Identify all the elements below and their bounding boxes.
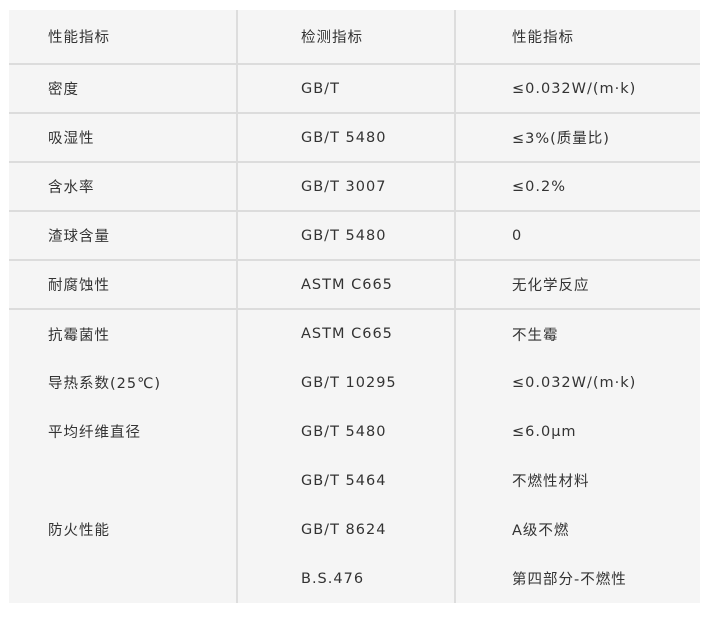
standard-cell: B.S.476 bbox=[237, 554, 456, 603]
standard-cell: GB/T 10295 bbox=[237, 358, 456, 407]
property-cell: 导热系数(25℃) bbox=[9, 358, 238, 407]
standard-cell: GB/T 8624 bbox=[237, 505, 456, 554]
property-cell: 抗霉菌性 bbox=[9, 309, 238, 358]
property-cell: 渣球含量 bbox=[9, 211, 238, 261]
value-cell: ≤6.0μm bbox=[512, 423, 577, 440]
property-cell: 密度 bbox=[9, 64, 238, 114]
table-row: 密度 GB/T ≤0.032W/(m·k) bbox=[9, 64, 700, 114]
value-cell: ≤0.032W/(m·k) bbox=[455, 64, 700, 114]
standard-cell: ASTM C665 bbox=[237, 260, 456, 310]
value-cell: 0 bbox=[455, 211, 700, 261]
property-cell: 平均纤维直径 bbox=[9, 407, 238, 456]
standard-cell: ASTM C665 bbox=[237, 309, 456, 358]
property-cell: 吸湿性 bbox=[9, 113, 238, 163]
standard-cell: GB/T 5464 bbox=[237, 456, 456, 505]
table-row: GB/T 8624 A级不燃 bbox=[9, 505, 700, 554]
value-cell: 第四部分-不燃性 bbox=[512, 572, 627, 588]
table-row: 平均纤维直径 GB/T 5480 ≤6.0μm bbox=[9, 407, 700, 456]
standard-cell: GB/T 5480 bbox=[237, 407, 456, 456]
value-cell: 不燃性材料 bbox=[512, 474, 590, 490]
header-cell: 性能指标 bbox=[9, 10, 238, 65]
table-row: 抗霉菌性 ASTM C665 不生霉 bbox=[9, 309, 700, 358]
table-row: 耐腐蚀性 ASTM C665 无化学反应 bbox=[9, 260, 700, 310]
value-cell: 不生霉 bbox=[512, 327, 559, 344]
header-cell: 检测指标 bbox=[237, 10, 456, 65]
property-cell-fire: 防火性能 bbox=[9, 456, 238, 603]
standard-cell: GB/T bbox=[237, 64, 456, 114]
table-row: 渣球含量 GB/T 5480 0 bbox=[9, 211, 700, 261]
standard-cell: GB/T 3007 bbox=[237, 162, 456, 212]
table-row: 含水率 GB/T 3007 ≤0.2% bbox=[9, 162, 700, 212]
standard-cell: GB/T 5480 bbox=[237, 113, 456, 163]
table-header-row: 性能指标 检测指标 性能指标 bbox=[9, 10, 700, 65]
standard-cell: GB/T 5480 bbox=[237, 211, 456, 261]
value-cell: ≤0.2% bbox=[455, 162, 700, 212]
table-row: 导热系数(25℃) GB/T 10295 ≤0.032W/(m·k) bbox=[9, 358, 700, 407]
table-row: 防火性能 GB/T 5464 不燃性材料 bbox=[9, 456, 700, 603]
value-cell: ≤0.032W/(m·k) bbox=[512, 374, 637, 391]
value-cell: 无化学反应 bbox=[455, 260, 700, 310]
performance-table: 性能指标 检测指标 性能指标 密度 GB/T ≤0.032W/(m·k) 吸湿性… bbox=[9, 10, 700, 603]
property-cell: 耐腐蚀性 bbox=[9, 260, 238, 310]
value-cell: ≤3%(质量比) bbox=[455, 113, 700, 163]
property-cell: 含水率 bbox=[9, 162, 238, 212]
table-row: B.S.476 第四部分-不燃性 bbox=[9, 554, 700, 603]
value-cell: A级不燃 bbox=[512, 523, 570, 539]
header-cell: 性能指标 bbox=[455, 10, 700, 65]
table-row: 吸湿性 GB/T 5480 ≤3%(质量比) bbox=[9, 113, 700, 163]
